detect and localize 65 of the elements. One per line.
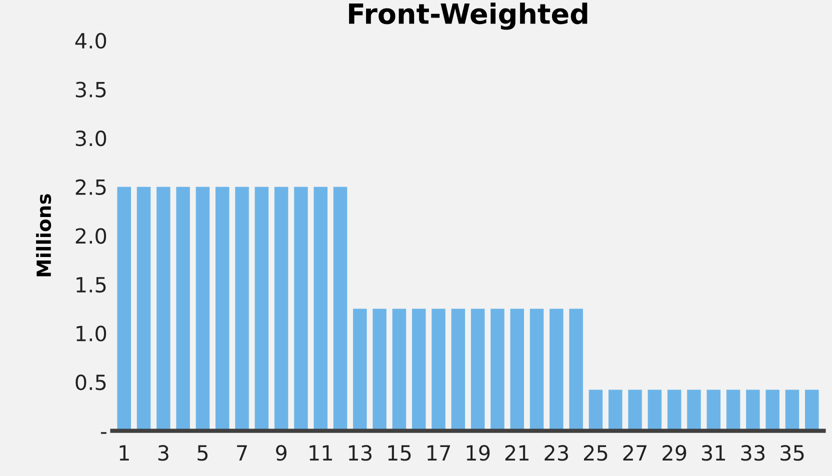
x-tick-label: 11 (310, 445, 332, 460)
y-tick-label: 2.0 (76, 228, 106, 244)
x-tick-label: 31 (702, 445, 725, 461)
bar (490, 308, 504, 431)
bar (726, 390, 740, 431)
bar (136, 186, 151, 431)
bar (608, 390, 622, 431)
x-tick-label: 23 (544, 445, 568, 461)
bar (470, 308, 485, 431)
bar (372, 308, 386, 431)
bar (314, 186, 328, 431)
bar (588, 390, 603, 431)
y-tick-label: 3.0 (76, 130, 106, 146)
bar (687, 390, 701, 431)
bar (667, 390, 682, 431)
x-tick-label: 27 (623, 445, 647, 460)
bar (451, 308, 466, 431)
y-tick-label: 1.0 (76, 326, 106, 342)
bar (550, 308, 564, 431)
bar (294, 186, 308, 431)
bar (785, 390, 800, 431)
bar (805, 390, 819, 431)
x-tick-label: 3 (158, 445, 168, 461)
bar (117, 186, 131, 431)
bar (215, 186, 230, 431)
x-tick-label: 1 (120, 445, 129, 460)
x-tick-label: 29 (662, 445, 686, 461)
bar (530, 308, 544, 431)
x-tick-label: 5 (198, 445, 208, 461)
bar (706, 390, 721, 431)
y-tick-label: 3.5 (76, 82, 106, 98)
bar (254, 186, 269, 431)
y-tick-label: 4.0 (75, 32, 106, 49)
x-tick-label: 35 (780, 445, 804, 461)
bar (628, 390, 642, 431)
x-tick-label: 19 (466, 445, 490, 461)
x-tick-label: 9 (276, 445, 286, 461)
bar (432, 308, 446, 431)
bar (176, 186, 190, 431)
bar (235, 186, 249, 431)
bar (353, 308, 367, 431)
y-tick-label: 0.5 (76, 374, 106, 390)
bar (648, 390, 662, 431)
bar (569, 308, 583, 431)
bar (274, 186, 288, 431)
y-tick-label: 2.5 (76, 179, 106, 196)
x-tick-label: 25 (584, 445, 608, 461)
x-tick-label: 21 (505, 445, 528, 460)
x-tick-label: 17 (428, 445, 450, 460)
bar (333, 186, 348, 431)
chart-title: Front-Weighted (349, 2, 588, 30)
bar (510, 308, 524, 431)
x-tick-label: 33 (741, 445, 765, 461)
bar (156, 186, 170, 431)
y-axis-title: Millions (36, 194, 52, 276)
bar (746, 390, 760, 431)
x-tick-label: 7 (237, 445, 247, 460)
y-tick-label: 1.5 (76, 277, 106, 293)
bar (196, 186, 210, 431)
bar (392, 308, 406, 431)
bar (766, 390, 780, 431)
y-tick-label: - (100, 432, 106, 434)
x-tick-label: 13 (348, 445, 372, 461)
x-tick-label: 15 (388, 445, 411, 461)
bar (412, 308, 426, 431)
